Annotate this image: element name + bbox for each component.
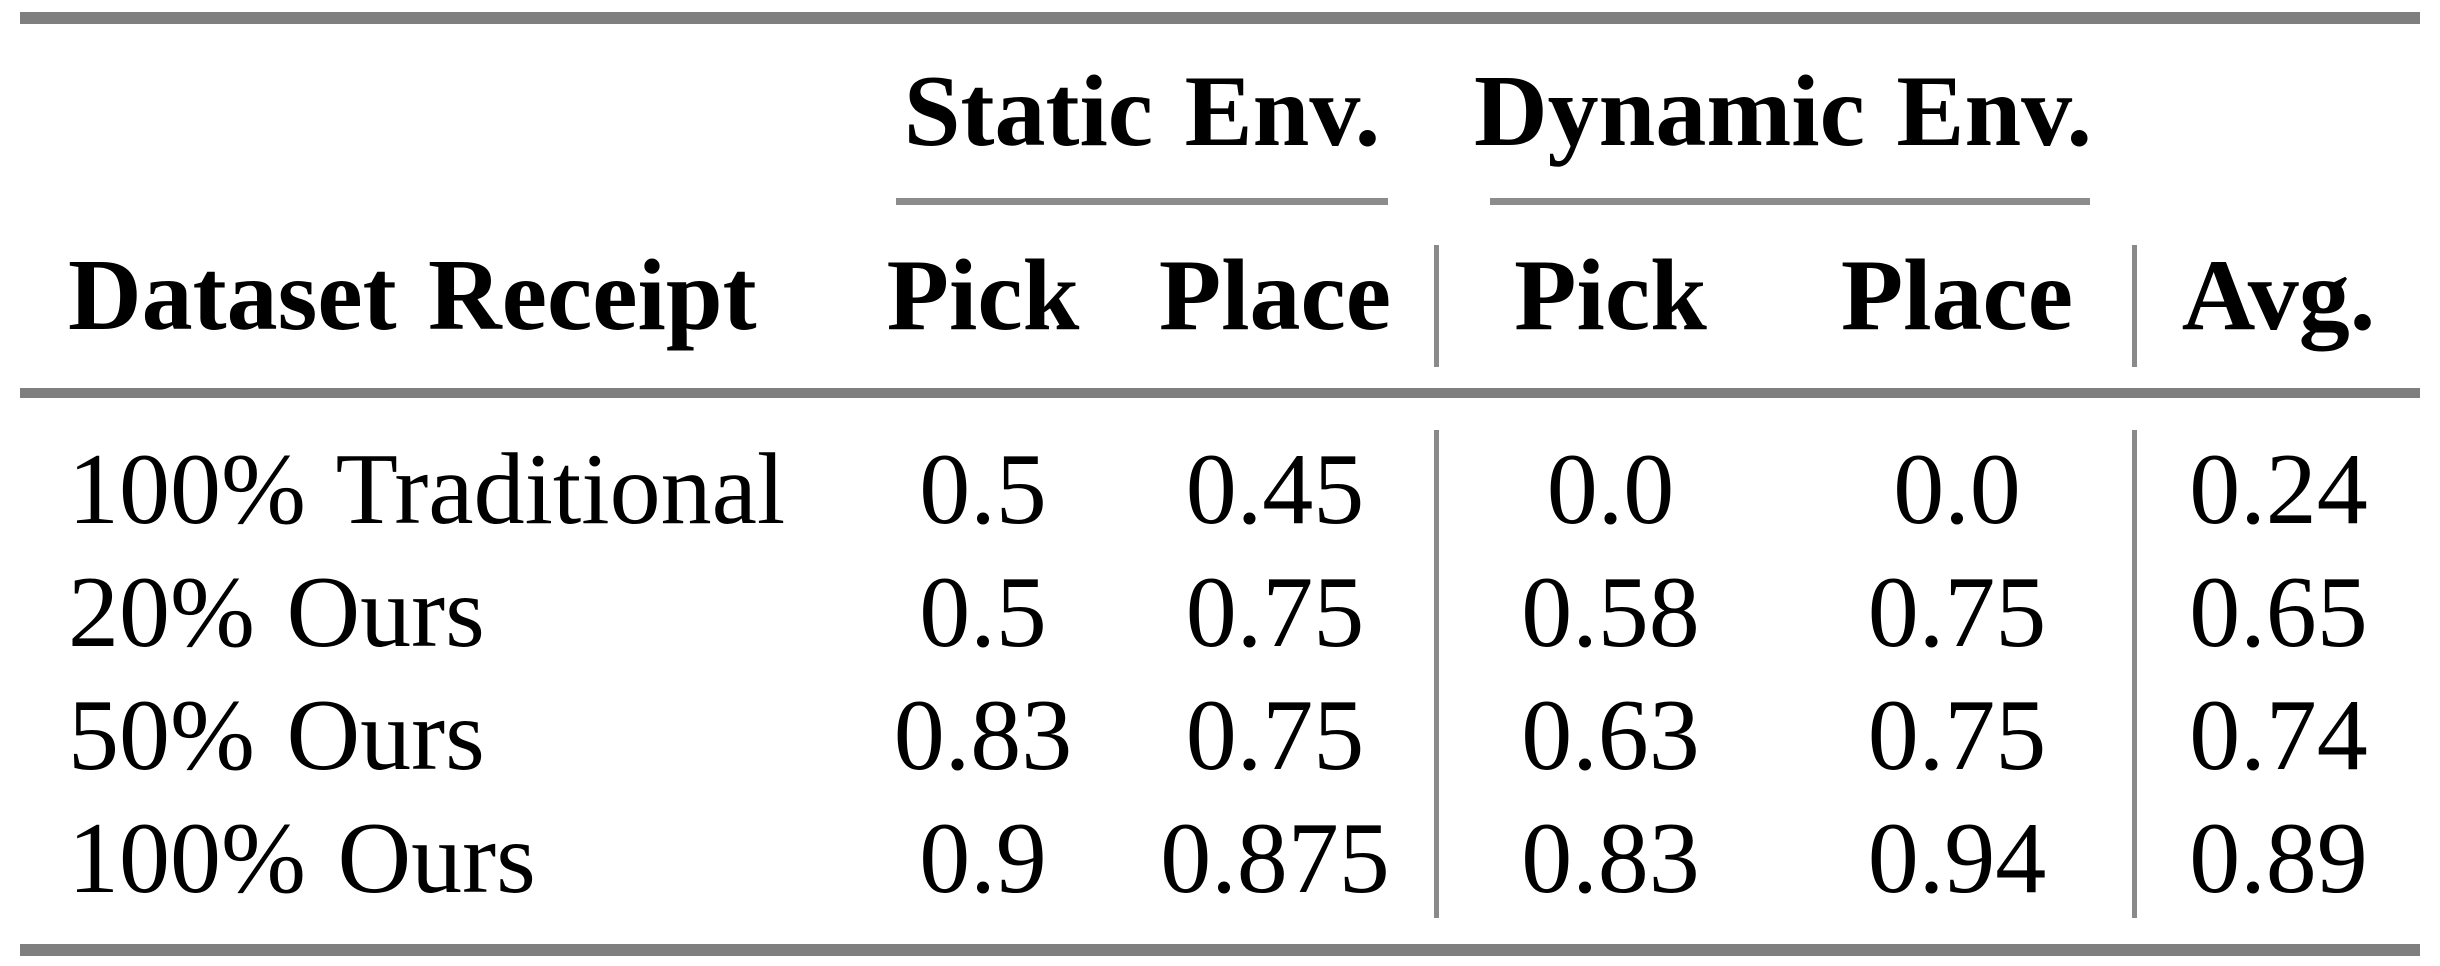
header-avg: Avg. <box>2181 239 2376 352</box>
row-label: 50% Ours <box>68 679 485 792</box>
cell-dynamic-pick: 0.83 <box>1521 802 1700 915</box>
vertical-rule-2-header <box>2132 245 2137 367</box>
cmidrule-static <box>896 198 1388 205</box>
cell-static-pick: 0.5 <box>919 433 1047 546</box>
table-row: 100% Ours 0.9 0.875 0.83 0.94 0.89 <box>0 798 2440 920</box>
cell-dynamic-place: 0.75 <box>1867 556 2047 669</box>
table-row: 50% Ours 0.83 0.75 0.63 0.75 0.74 <box>0 675 2440 797</box>
cell-avg: 0.24 <box>2189 433 2368 546</box>
cell-static-pick: 0.5 <box>919 556 1047 669</box>
cell-dynamic-pick: 0.63 <box>1521 679 1700 792</box>
table-row: 20% Ours 0.5 0.75 0.58 0.75 0.65 <box>0 552 2440 674</box>
cell-avg: 0.74 <box>2189 679 2368 792</box>
cell-dynamic-pick: 0.0 <box>1546 433 1675 546</box>
group-header-static-env: Static Env. <box>903 55 1381 168</box>
row-label: 100% Ours <box>68 802 536 915</box>
table-row: 100% Traditional 0.5 0.45 0.0 0.0 0.24 <box>0 429 2440 551</box>
vertical-rule-2-body <box>2132 430 2137 918</box>
bottom-rule <box>20 944 2420 956</box>
cell-static-place: 0.875 <box>1160 802 1390 915</box>
cell-static-place: 0.75 <box>1185 679 1365 792</box>
cell-static-place: 0.75 <box>1185 556 1365 669</box>
cell-static-place: 0.45 <box>1185 433 1365 546</box>
header-static-pick: Pick <box>886 239 1080 352</box>
header-dynamic-place: Place <box>1840 239 2074 352</box>
cmidrule-dynamic <box>1490 198 2090 205</box>
vertical-rule-1-header <box>1434 245 1439 367</box>
cell-avg: 0.65 <box>2189 556 2368 669</box>
cell-dynamic-pick: 0.58 <box>1521 556 1700 669</box>
cell-avg: 0.89 <box>2189 802 2368 915</box>
top-rule <box>20 12 2420 24</box>
cell-dynamic-place: 0.75 <box>1867 679 2047 792</box>
cell-dynamic-place: 0.94 <box>1867 802 2047 915</box>
cell-static-pick: 0.9 <box>919 802 1047 915</box>
vertical-rule-1-body <box>1434 430 1439 918</box>
header-body-rule <box>20 388 2420 398</box>
row-label: 20% Ours <box>68 556 485 669</box>
row-label: 100% Traditional <box>68 433 786 546</box>
header-dynamic-pick: Pick <box>1514 239 1707 352</box>
cell-static-pick: 0.83 <box>893 679 1073 792</box>
header-static-place: Place <box>1158 239 1392 352</box>
column-header-row: Dataset Receipt Pick Place Pick Place Av… <box>0 232 2440 360</box>
header-dataset-receipt: Dataset Receipt <box>68 239 757 352</box>
group-header-dynamic-env: Dynamic Env. <box>1473 55 2093 168</box>
cell-dynamic-place: 0.0 <box>1893 433 2021 546</box>
